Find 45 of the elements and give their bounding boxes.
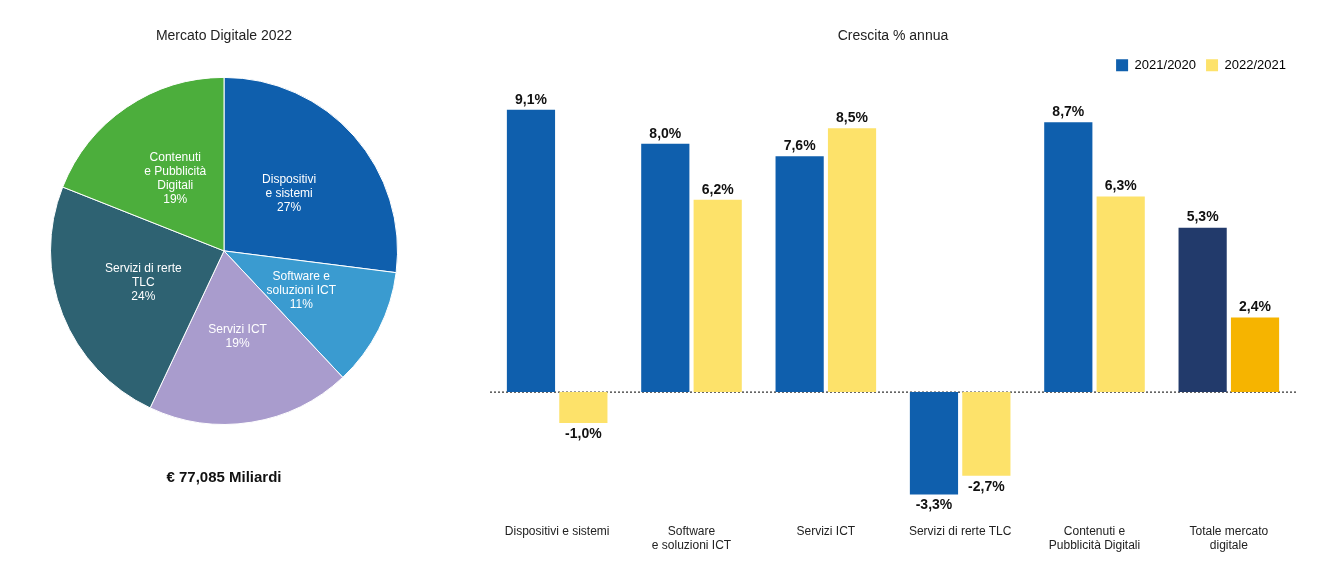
slice-label: Software e soluzioni ICT	[266, 268, 337, 297]
legend-label: 2022/2021	[1224, 56, 1286, 72]
data-label: -2,7%	[968, 477, 1006, 494]
data-label: 9,1%	[515, 90, 548, 107]
bar	[827, 128, 877, 393]
x-tick-label: Software e soluzioni ICT	[651, 523, 732, 553]
legend-label: 2021/2020	[1134, 56, 1197, 72]
bar	[775, 156, 824, 393]
data-label: 8,0%	[649, 124, 682, 141]
bar	[1230, 317, 1280, 393]
slice-label: Servizi di rerte TLC	[105, 261, 183, 290]
chart-title: Mercato Digitale 2022	[155, 27, 293, 44]
bar	[1044, 122, 1093, 393]
bar	[1178, 227, 1227, 393]
bar	[909, 392, 959, 495]
slice-label: Contenuti e Pubblicità Digitali	[144, 150, 207, 193]
bar	[1096, 196, 1145, 393]
x-tick-label: Servizi ICT	[796, 523, 856, 538]
data-label: 19%	[225, 335, 250, 350]
data-label: -1,0%	[565, 424, 603, 441]
bar	[641, 143, 690, 393]
data-label: -3,3%	[915, 496, 953, 513]
data-label: 8,7%	[1052, 103, 1085, 119]
bar	[506, 109, 556, 393]
chart-title: Crescita % annua	[837, 27, 949, 44]
data-label: 6,2%	[701, 180, 735, 197]
x-tick-label: Totale mercato digitale	[1189, 523, 1269, 553]
bar	[693, 199, 742, 393]
data-label: 24%	[131, 289, 156, 304]
data-label: 27%	[277, 199, 302, 214]
slice-label: Dispositivi e sistemi	[262, 171, 317, 200]
text: € 77,085 Miliardi	[166, 468, 282, 486]
x-tick-label: Servizi di rerte TLC	[908, 523, 1012, 538]
slice-label: Servizi ICT	[208, 321, 268, 336]
x-tick-label: Dispositivi e sistemi	[504, 523, 610, 538]
data-label: 7,6%	[783, 137, 817, 154]
bar	[962, 392, 1011, 476]
data-label: 8,5%	[836, 109, 869, 126]
data-label: 11%	[289, 296, 314, 311]
data-label: 6,3%	[1104, 177, 1138, 194]
bar	[559, 392, 608, 424]
data-label: 2,4%	[1239, 298, 1272, 315]
data-label: 19%	[163, 192, 188, 207]
x-tick-label: Contenuti e Pubblicità Digitali	[1048, 523, 1141, 553]
data-label: 5,3%	[1186, 208, 1220, 225]
